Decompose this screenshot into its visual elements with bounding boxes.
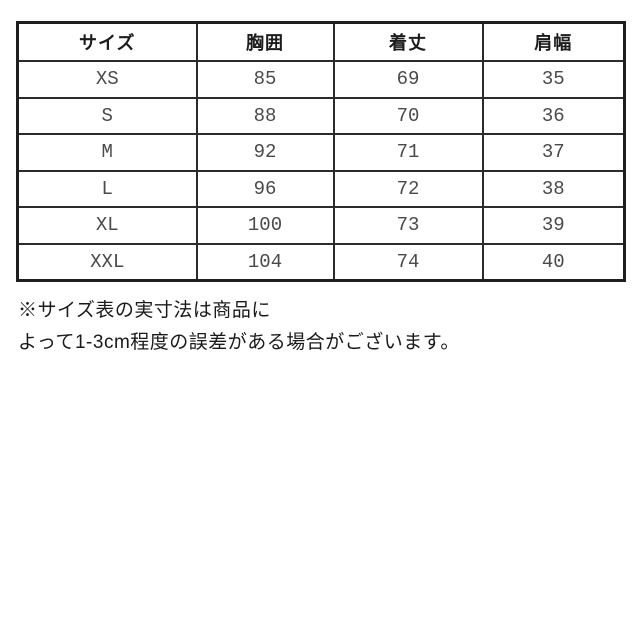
size-note-line2: よって1-3cm程度の誤差がある場合がございます。 bbox=[18, 332, 460, 353]
cell-size: L bbox=[16, 169, 198, 208]
cell-chest: 96 bbox=[195, 169, 335, 208]
cell-length: 72 bbox=[332, 169, 484, 208]
cell-shoulder: 37 bbox=[481, 133, 626, 172]
cell-chest: 104 bbox=[195, 242, 335, 282]
cell-chest: 100 bbox=[195, 206, 335, 245]
cell-size: M bbox=[16, 133, 198, 172]
header-length: 着丈 bbox=[332, 21, 484, 62]
cell-shoulder: 35 bbox=[481, 60, 626, 99]
size-note-line1: ※サイズ表の実寸法は商品に bbox=[18, 300, 271, 321]
cell-length: 73 bbox=[332, 206, 484, 245]
cell-chest: 88 bbox=[195, 96, 335, 135]
size-table-header-row: サイズ 胸囲 着丈 肩幅 bbox=[16, 21, 626, 62]
cell-shoulder: 39 bbox=[481, 206, 626, 245]
cell-size: XS bbox=[16, 60, 198, 99]
cell-size: XXL bbox=[16, 242, 198, 282]
cell-length: 74 bbox=[332, 242, 484, 282]
cell-shoulder: 38 bbox=[481, 169, 626, 208]
table-row-xs: XS 85 69 35 bbox=[16, 60, 626, 99]
header-chest: 胸囲 bbox=[195, 21, 335, 62]
header-size: サイズ bbox=[16, 21, 198, 62]
size-table: サイズ 胸囲 着丈 肩幅 XS 85 69 35 S 88 70 36 M 92 bbox=[16, 21, 626, 282]
cell-length: 69 bbox=[332, 60, 484, 99]
cell-size: XL bbox=[16, 206, 198, 245]
size-note: ※サイズ表の実寸法は商品に よって1-3cm程度の誤差がある場合がございます。 bbox=[18, 295, 618, 359]
table-row-xl: XL 100 73 39 bbox=[16, 206, 626, 245]
table-row-m: M 92 71 37 bbox=[16, 133, 626, 172]
table-row-xxl: XXL 104 74 40 bbox=[16, 242, 626, 282]
table-row-l: L 96 72 38 bbox=[16, 169, 626, 208]
cell-length: 70 bbox=[332, 96, 484, 135]
cell-size: S bbox=[16, 96, 198, 135]
table-row-s: S 88 70 36 bbox=[16, 96, 626, 135]
cell-length: 71 bbox=[332, 133, 484, 172]
cell-shoulder: 36 bbox=[481, 96, 626, 135]
cell-chest: 85 bbox=[195, 60, 335, 99]
header-shoulder: 肩幅 bbox=[481, 21, 626, 62]
cell-chest: 92 bbox=[195, 133, 335, 172]
cell-shoulder: 40 bbox=[481, 242, 626, 282]
